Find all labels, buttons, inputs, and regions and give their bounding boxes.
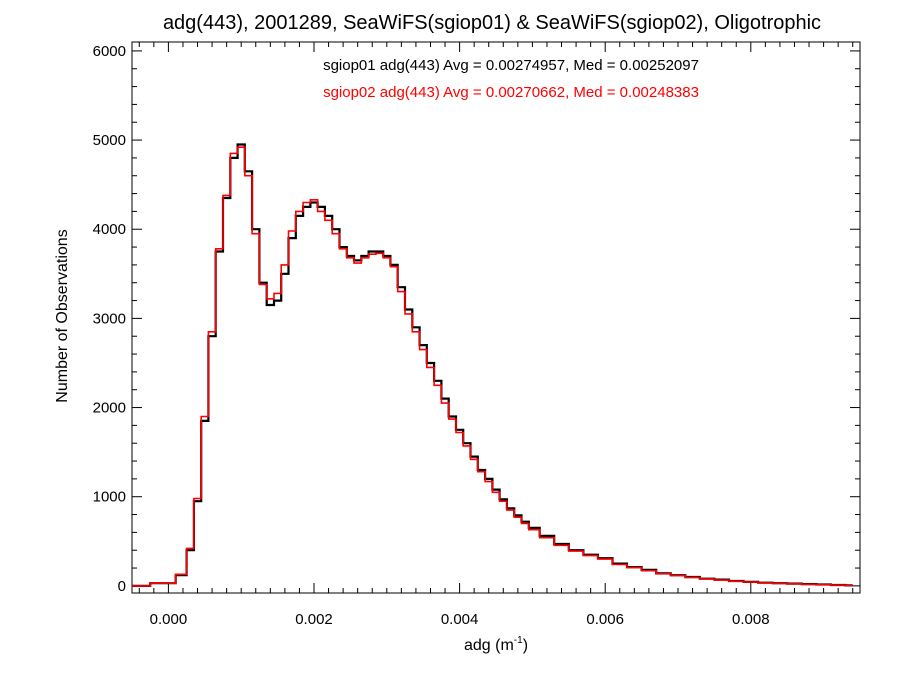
y-tick-label: 0 [118, 578, 126, 595]
x-axis-label-base: adg (m [464, 637, 514, 654]
x-axis: 0.000 0.002 0.004 0.006 0.008 [138, 42, 854, 628]
series-layer [132, 143, 853, 587]
x-axis-label-sup: -1 [514, 635, 523, 646]
chart-title: adg(443), 2001289, SeaWiFS(sgiop01) & Se… [163, 12, 821, 34]
y-tick-label: 1000 [93, 489, 126, 506]
y-tick-label: 6000 [93, 43, 126, 60]
annotation-sgiop02: sgiop02 adg(443) Avg = 0.00270662, Med =… [323, 84, 699, 101]
y-axis-label: Number of Observations [54, 229, 71, 402]
annotation-sgiop01: sgiop01 adg(443) Avg = 0.00274957, Med =… [323, 57, 699, 74]
series-line-sgiop01 [132, 143, 853, 587]
x-tick-label: 0.000 [150, 611, 188, 628]
y-tick-label: 2000 [93, 400, 126, 417]
x-axis-label-end: ) [523, 637, 528, 654]
x-tick-label: 0.006 [586, 611, 624, 628]
x-tick-label: 0.008 [732, 611, 770, 628]
x-tick-label: 0.004 [441, 611, 479, 628]
x-axis-label: adg (m-1) [464, 635, 528, 654]
y-tick-label: 3000 [93, 310, 126, 327]
y-tick-label: 4000 [93, 221, 126, 238]
series-line-sgiop02 [132, 146, 853, 587]
y-axis: 0 1000 2000 3000 4000 5000 6000 [93, 43, 860, 595]
plot-frame [131, 41, 861, 594]
y-tick-label: 5000 [93, 132, 126, 149]
x-tick-label: 0.002 [295, 611, 333, 628]
